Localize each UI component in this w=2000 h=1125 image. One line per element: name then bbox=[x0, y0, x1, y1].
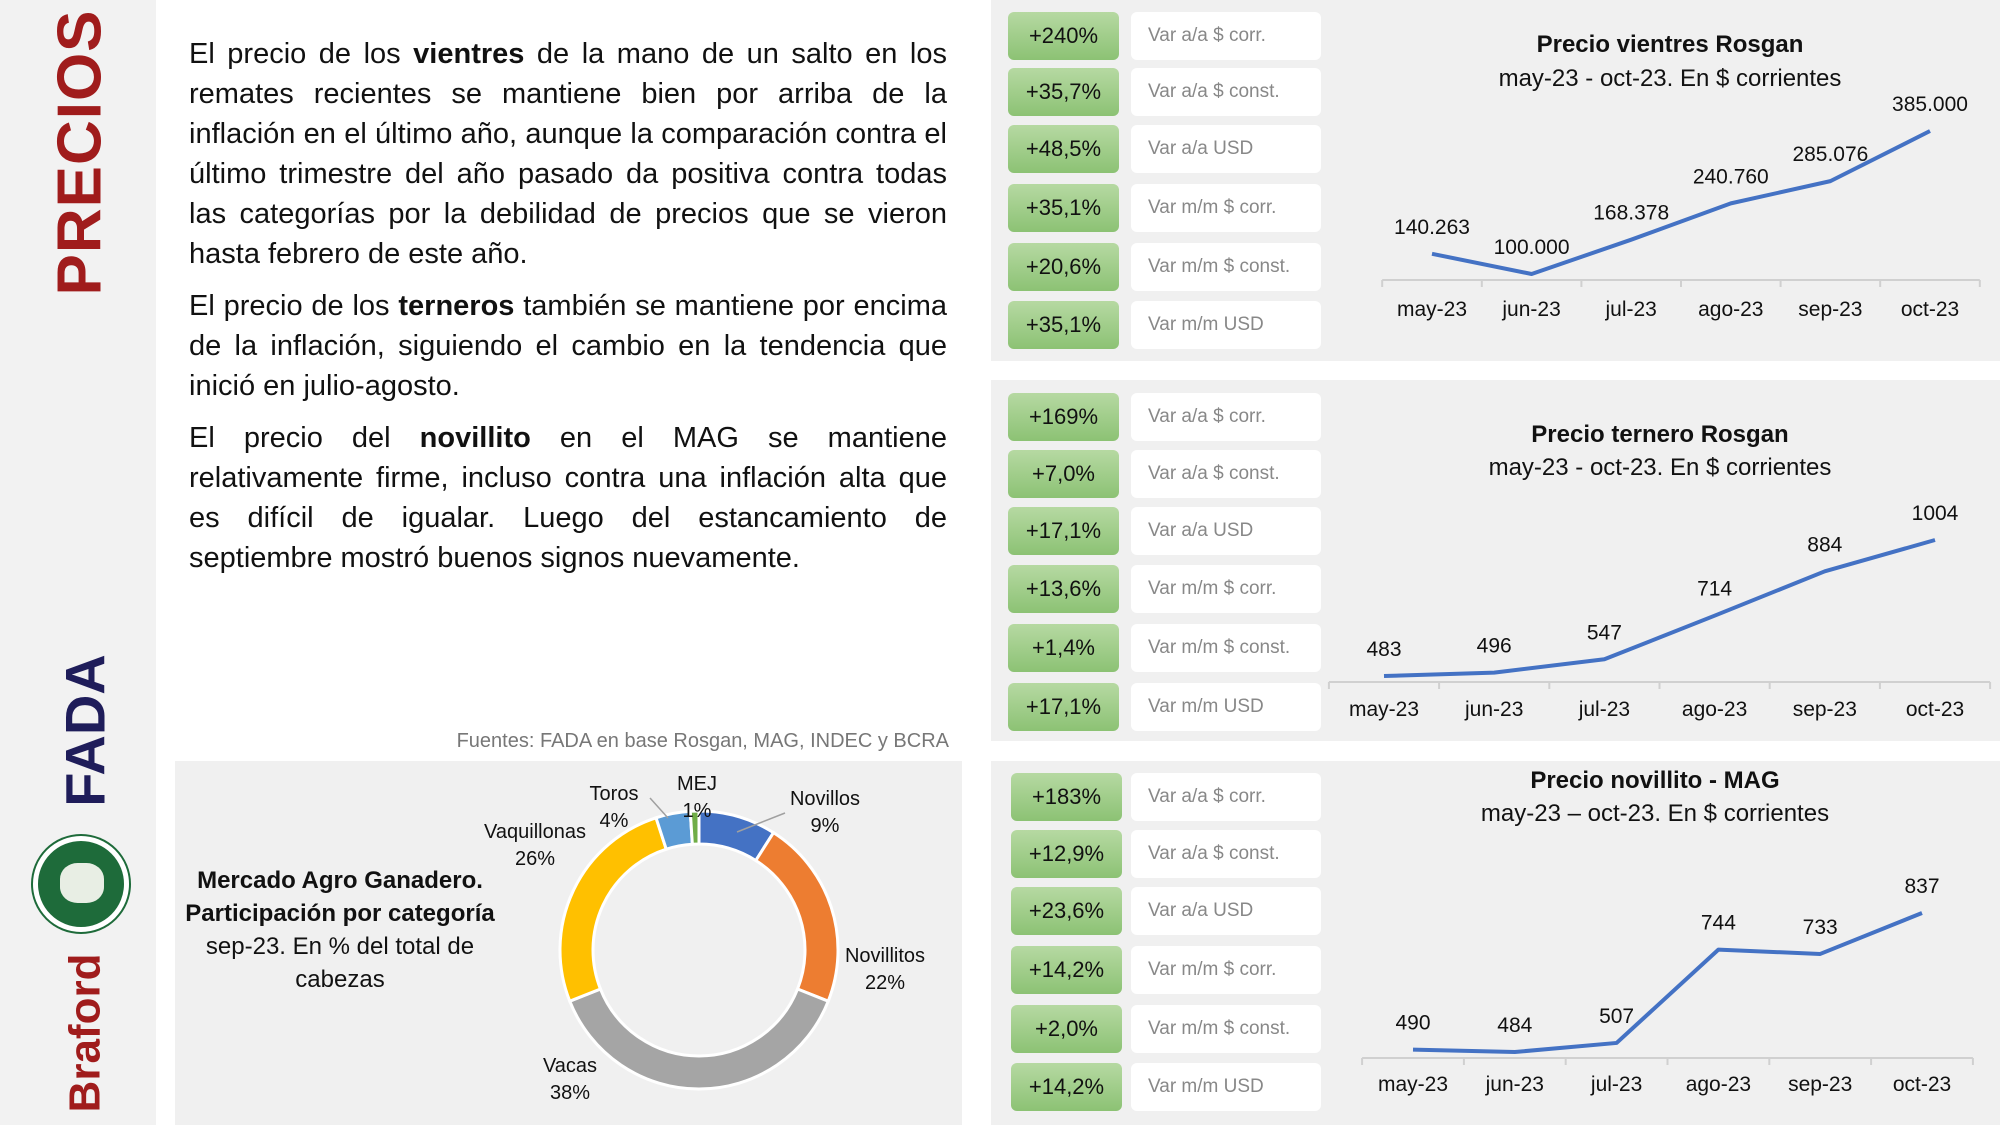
chart-subtitle: may-23 – oct-23. En $ corrientes bbox=[1480, 800, 1830, 827]
slice-value: 22% bbox=[865, 972, 905, 994]
variation-label: Var m/m $ const. bbox=[1131, 243, 1321, 291]
slice-value: 9% bbox=[811, 815, 840, 837]
variation-value: +48,5% bbox=[1008, 125, 1119, 173]
variation-label: Var a/a USD bbox=[1131, 507, 1321, 555]
slice-value: 26% bbox=[515, 848, 555, 870]
donut-slice bbox=[688, 809, 701, 846]
highlight: terneros bbox=[398, 290, 515, 322]
highlight: vientres bbox=[413, 38, 525, 70]
text-run: El precio de los bbox=[189, 290, 399, 322]
text-run: de la mano de un salto en los remates re… bbox=[189, 38, 947, 270]
source-note: Fuentes: FADA en base Rosgan, MAG, INDEC… bbox=[456, 730, 949, 752]
leader-line bbox=[649, 797, 669, 819]
slice-name: Vacas bbox=[543, 1055, 597, 1077]
variation-value: +13,6% bbox=[1008, 565, 1119, 613]
variation-label: Var m/m $ corr. bbox=[1131, 184, 1321, 232]
sidebar: PRECIOS FADA Braford bbox=[0, 0, 156, 1125]
slice-name: MEJ bbox=[677, 773, 717, 795]
variation-value: +23,6% bbox=[1011, 887, 1122, 935]
variation-label: Var m/m USD bbox=[1131, 301, 1321, 349]
slice-name: Vaquillonas bbox=[484, 821, 586, 843]
paragraph: El precio de los vientres de la mano de … bbox=[189, 34, 947, 274]
variation-value: +169% bbox=[1008, 393, 1119, 441]
variation-label: Var a/a $ corr. bbox=[1131, 393, 1321, 441]
donut-title: Mercado Agro Ganadero. Participación por… bbox=[185, 867, 495, 993]
variation-label: Var a/a $ const. bbox=[1131, 830, 1321, 878]
variation-value: +17,1% bbox=[1008, 507, 1119, 555]
text-run: El precio del bbox=[189, 422, 420, 454]
text-run: El precio de los bbox=[189, 38, 414, 70]
text-run: en el MAG se mantiene relativamente firm… bbox=[189, 422, 947, 574]
variation-value: +12,9% bbox=[1011, 830, 1122, 878]
variation-value: +35,1% bbox=[1008, 184, 1119, 232]
variation-value: +7,0% bbox=[1008, 450, 1119, 498]
chart-subtitle: may-23 - oct-23. En $ corrientes bbox=[1488, 454, 1832, 481]
text-run: también se mantiene por encima de la inf… bbox=[189, 290, 947, 402]
variation-value: +17,1% bbox=[1008, 683, 1119, 731]
variation-value: +20,6% bbox=[1008, 243, 1119, 291]
variation-label: Var m/m USD bbox=[1131, 1063, 1321, 1111]
variation-label: Var a/a USD bbox=[1131, 887, 1321, 935]
chart-title: Precio novillito - MAG bbox=[1530, 767, 1780, 794]
variation-label: Var m/m $ const. bbox=[1131, 624, 1321, 672]
variation-label: Var a/a $ const. bbox=[1131, 450, 1321, 498]
variation-value: +35,1% bbox=[1008, 301, 1119, 349]
variation-label: Var m/m $ const. bbox=[1131, 1005, 1321, 1053]
variation-value: +35,7% bbox=[1008, 68, 1119, 116]
variation-label: Var a/a $ corr. bbox=[1131, 773, 1321, 821]
chart-subtitle: may-23 - oct-23. En $ corrientes bbox=[1498, 65, 1842, 92]
variation-label: Var a/a $ corr. bbox=[1131, 12, 1321, 60]
donut-slice bbox=[558, 815, 669, 1004]
paragraph: El precio del novillito en el MAG se man… bbox=[189, 418, 947, 578]
variation-label: Var a/a $ const. bbox=[1131, 68, 1321, 116]
variation-value: +2,0% bbox=[1011, 1005, 1122, 1053]
variation-value: +14,2% bbox=[1011, 1063, 1122, 1111]
highlight: novillito bbox=[419, 422, 531, 454]
slice-name: Novillitos bbox=[845, 945, 925, 967]
donut-slice bbox=[753, 830, 840, 1004]
paragraph: El precio de los terneros también se man… bbox=[189, 286, 947, 406]
slice-value: 38% bbox=[550, 1082, 590, 1104]
variation-value: +240% bbox=[1008, 12, 1119, 60]
slice-value: 4% bbox=[600, 810, 629, 832]
variation-label: Var a/a USD bbox=[1131, 125, 1321, 173]
variation-label: Var m/m USD bbox=[1131, 683, 1321, 731]
slice-name: Novillos bbox=[790, 788, 860, 810]
commentary-text: El precio de los vientres de la mano de … bbox=[189, 34, 947, 590]
chart-title: Precio vientres Rosgan bbox=[1536, 31, 1804, 58]
slice-value: 1% bbox=[683, 800, 712, 822]
variation-value: +14,2% bbox=[1011, 946, 1122, 994]
variation-value: +1,4% bbox=[1008, 624, 1119, 672]
donut-slice bbox=[567, 987, 831, 1091]
hereford-logo bbox=[33, 836, 129, 932]
variation-label: Var m/m $ corr. bbox=[1131, 946, 1321, 994]
leader-line bbox=[736, 812, 786, 833]
slice-name: Toros bbox=[590, 783, 639, 805]
variation-label: Var m/m $ corr. bbox=[1131, 565, 1321, 613]
chart-title: Precio ternero Rosgan bbox=[1531, 421, 1789, 448]
variation-value: +183% bbox=[1011, 773, 1122, 821]
